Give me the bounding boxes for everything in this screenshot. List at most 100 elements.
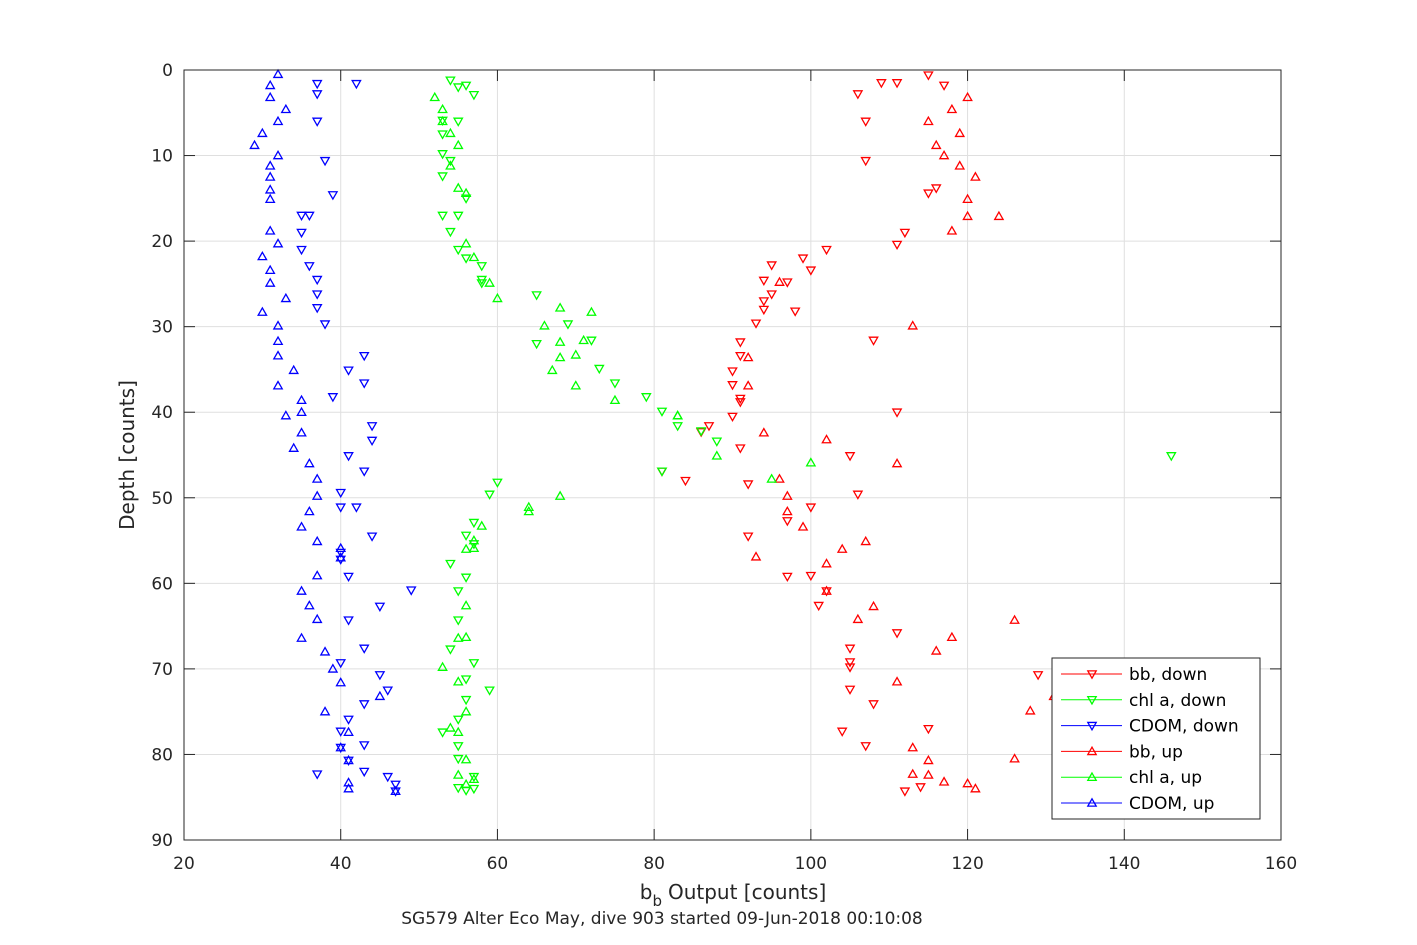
series-5 xyxy=(249,68,401,796)
data-point xyxy=(249,139,260,150)
data-point xyxy=(586,306,597,316)
y-tick-label: 10 xyxy=(151,147,173,167)
data-point xyxy=(327,393,339,403)
data-point xyxy=(296,521,307,531)
data-point xyxy=(468,772,480,783)
data-point xyxy=(264,225,276,235)
data-point xyxy=(774,276,785,286)
data-point xyxy=(311,304,323,314)
data-point xyxy=(923,115,934,126)
data-point xyxy=(899,787,911,797)
data-point xyxy=(445,645,456,655)
data-point xyxy=(343,726,354,736)
data-point xyxy=(938,81,950,91)
data-point xyxy=(860,156,872,167)
data-point xyxy=(844,452,856,462)
data-point xyxy=(445,127,456,138)
y-tick-label: 80 xyxy=(151,745,173,765)
data-point xyxy=(366,532,378,542)
data-point xyxy=(468,518,480,529)
data-point xyxy=(437,172,448,182)
data-point xyxy=(460,631,472,642)
data-point xyxy=(476,520,488,530)
data-point xyxy=(445,227,456,238)
data-point xyxy=(1009,614,1020,624)
data-point xyxy=(327,191,339,201)
data-point xyxy=(296,211,307,221)
series-2 xyxy=(296,79,417,797)
data-point xyxy=(460,238,472,248)
data-point xyxy=(437,115,448,126)
data-point xyxy=(296,245,307,256)
data-point xyxy=(727,367,738,377)
data-point xyxy=(742,532,754,542)
data-point xyxy=(735,444,746,454)
data-point xyxy=(1165,452,1177,462)
data-point xyxy=(366,436,378,446)
legend-label: chl a, up xyxy=(1129,768,1202,788)
data-point xyxy=(946,631,958,642)
chart-caption: SG579 Alter Eco May, dive 903 started 09… xyxy=(401,909,923,929)
data-point xyxy=(930,645,942,655)
data-point xyxy=(445,160,456,170)
data-point xyxy=(272,115,284,126)
data-point xyxy=(468,659,480,669)
data-point xyxy=(296,632,307,642)
data-point xyxy=(805,503,817,513)
data-point xyxy=(844,658,856,668)
x-tick-label: 140 xyxy=(1108,854,1140,874)
data-point xyxy=(821,245,832,256)
data-point xyxy=(915,783,926,793)
data-point xyxy=(452,117,464,127)
data-point xyxy=(311,79,323,90)
data-point xyxy=(405,586,417,596)
y-axis-label: Depth [counts] xyxy=(115,380,139,530)
data-point xyxy=(578,334,589,345)
data-point xyxy=(452,182,464,192)
data-point xyxy=(907,768,919,778)
data-point xyxy=(484,490,495,500)
data-point xyxy=(343,366,354,376)
legend-marker xyxy=(1086,797,1098,807)
data-point xyxy=(735,338,746,348)
data-point xyxy=(891,676,903,686)
data-point xyxy=(531,339,542,350)
x-axis-label: bb Output [counts] xyxy=(640,880,827,910)
data-point xyxy=(946,225,958,235)
data-point xyxy=(570,380,582,390)
data-point xyxy=(358,351,370,362)
data-point xyxy=(782,517,793,527)
data-point xyxy=(562,320,574,330)
data-point xyxy=(930,139,942,150)
data-point xyxy=(343,777,354,787)
data-point xyxy=(452,616,464,626)
y-tick-label: 50 xyxy=(151,489,173,509)
data-point xyxy=(272,380,284,390)
data-point xyxy=(288,442,300,452)
legend-label: chl a, down xyxy=(1129,691,1226,711)
data-point xyxy=(468,91,480,101)
legend-marker xyxy=(1086,696,1098,706)
data-point xyxy=(452,245,464,256)
data-point xyxy=(280,292,292,303)
data-point xyxy=(938,150,950,160)
data-point xyxy=(311,90,323,100)
data-point xyxy=(891,240,903,251)
data-point xyxy=(954,160,966,170)
data-point xyxy=(311,117,323,127)
data-point xyxy=(554,336,566,346)
legend: bb, down chl a, down CDOM, down bb, up chl a… xyxy=(1051,657,1261,820)
data-point xyxy=(429,91,441,102)
data-point xyxy=(351,79,362,90)
data-point xyxy=(460,254,472,264)
data-point xyxy=(766,473,777,483)
data-point xyxy=(272,150,284,160)
data-point xyxy=(311,770,323,780)
legend-item: bb, up xyxy=(1061,742,1183,762)
data-point xyxy=(374,602,386,612)
data-point xyxy=(264,79,276,90)
data-point xyxy=(257,306,268,316)
data-point xyxy=(1009,753,1020,763)
data-point xyxy=(296,228,307,239)
data-point xyxy=(727,412,738,423)
